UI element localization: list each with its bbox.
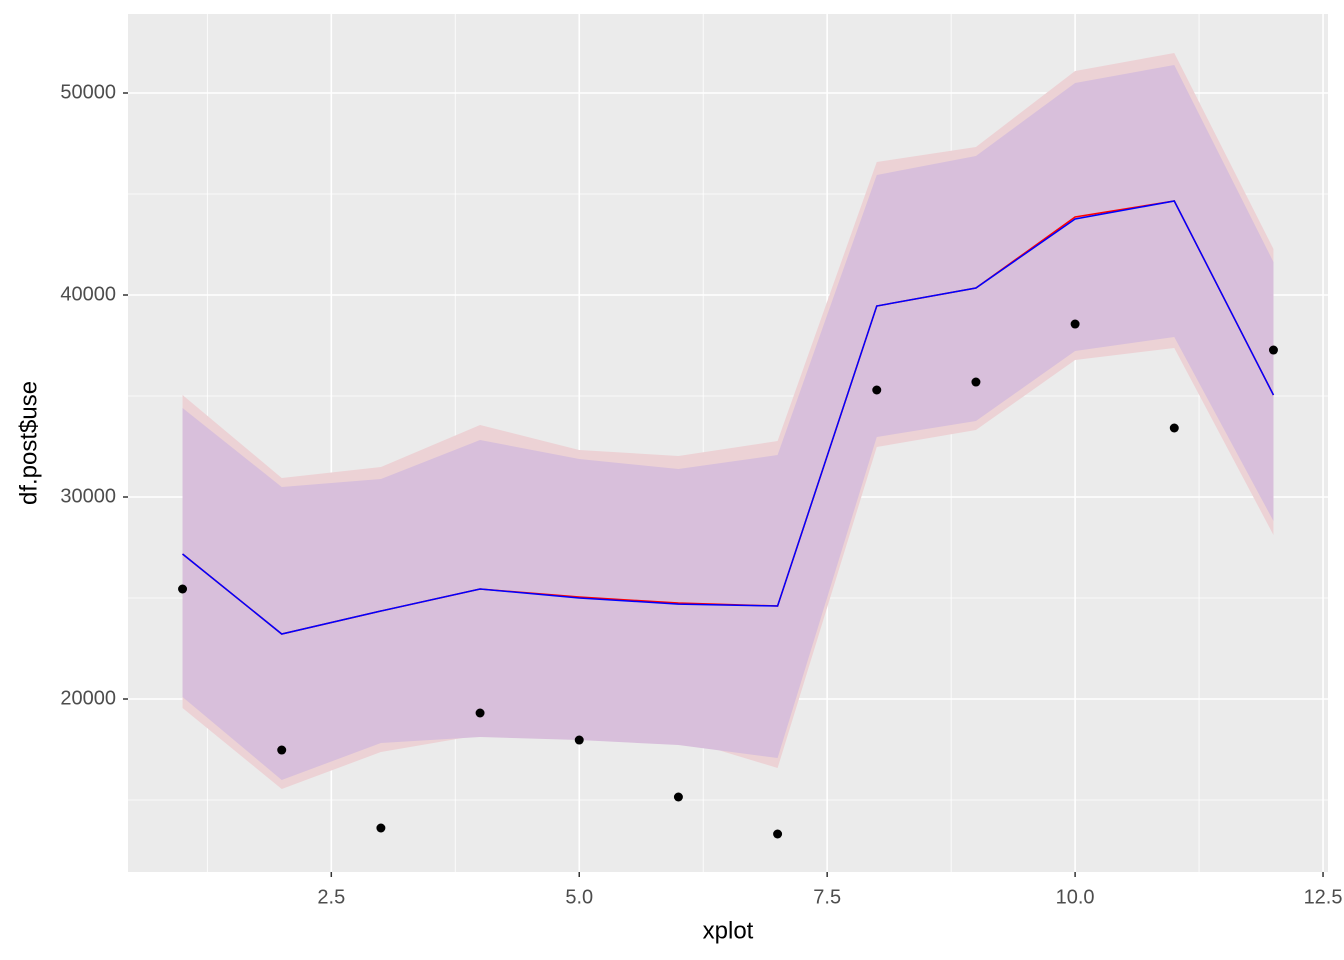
point bbox=[376, 823, 386, 833]
y-axis-title: df.post$use bbox=[15, 381, 42, 505]
point bbox=[872, 385, 882, 395]
point bbox=[773, 829, 783, 839]
y-tick-label: 20000 bbox=[60, 687, 116, 709]
x-tick-label: 2.5 bbox=[317, 886, 345, 908]
ribbon bbox=[182, 65, 1274, 781]
point bbox=[1169, 423, 1179, 433]
point bbox=[971, 377, 981, 387]
point bbox=[673, 792, 683, 802]
point bbox=[574, 735, 584, 745]
point bbox=[178, 584, 188, 594]
x-tick-label: 10.0 bbox=[1056, 886, 1095, 908]
line bbox=[182, 200, 1275, 635]
x-axis-title: xplot bbox=[703, 917, 754, 944]
point bbox=[277, 745, 287, 755]
y-tick-label: 30000 bbox=[60, 485, 116, 507]
x-tick-label: 12.5 bbox=[1304, 886, 1343, 908]
point bbox=[1268, 345, 1278, 355]
point bbox=[475, 708, 485, 718]
x-tick-label: 5.0 bbox=[565, 886, 593, 908]
x-tick-label: 7.5 bbox=[813, 886, 841, 908]
point bbox=[1070, 319, 1080, 329]
y-tick-label: 50000 bbox=[60, 81, 116, 103]
y-tick-label: 40000 bbox=[60, 283, 116, 305]
